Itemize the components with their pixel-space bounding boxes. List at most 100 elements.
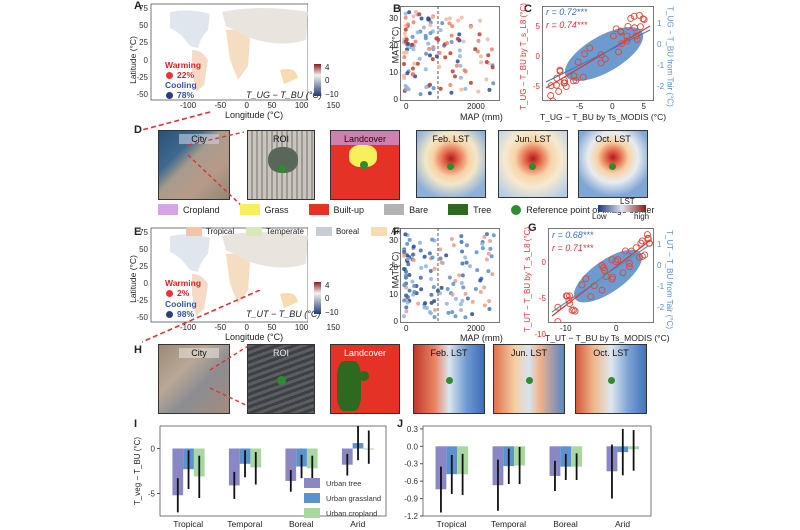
scatter-point: [482, 285, 487, 290]
scatter-point: [630, 12, 638, 20]
scatter-point: [450, 69, 455, 74]
panel-e-label: E: [134, 226, 142, 238]
legend-item: Temperate: [246, 227, 304, 236]
scatter-point: [453, 296, 458, 301]
warming-dot-icon: [166, 290, 173, 297]
scatter-point: [612, 25, 620, 33]
scatter-point: [476, 38, 481, 43]
tick: 5: [535, 22, 540, 31]
panel-a-colorbar: [314, 64, 321, 96]
swatch: [315, 227, 332, 236]
panel-i-chart: 0 -5 Tropical Temporal Boreal Arid T_veg − T_B…: [133, 425, 387, 529]
tick: -25: [136, 296, 148, 305]
scatter-point: [455, 36, 460, 41]
scatter-point: [453, 314, 458, 319]
scatter-point: [547, 92, 555, 99]
scatter-point: [643, 231, 651, 239]
tick: 0: [393, 95, 398, 104]
scatter-point: [598, 286, 606, 294]
scatter-point: [615, 48, 622, 56]
panel-i-label: I: [134, 418, 138, 430]
scatter-point: [627, 247, 635, 255]
panel-d-lst-oct: Oct. LST: [578, 130, 648, 198]
scatter-point: [459, 280, 464, 285]
scatter-point: [423, 36, 428, 41]
panel-d-city-image: City: [158, 130, 230, 200]
scatter-point: [460, 249, 465, 254]
scatter-point: [402, 267, 407, 272]
scatter-point: [482, 234, 487, 239]
scatter-point: [553, 81, 560, 89]
panel-b-yticks: 30 20 10 0: [388, 5, 398, 113]
scatter-point: [438, 247, 443, 252]
bar: [172, 448, 184, 496]
scatter-point: [407, 273, 412, 278]
panel-d-label: D: [134, 124, 142, 136]
panel-a-xlabel: Longitude (°C): [225, 110, 284, 120]
scatter-point: [477, 32, 482, 37]
scatter-point: [418, 92, 423, 97]
tick: 100: [294, 101, 309, 110]
scatter-point: [646, 239, 654, 247]
panel-e-cooling-pct: 98%: [177, 309, 195, 319]
legend-label: Reference point of image center: [526, 204, 655, 215]
scatter-point: [462, 68, 467, 73]
legend-label: Boreal: [335, 227, 360, 236]
panel-e-warming-pct: 2%: [177, 288, 190, 298]
scatter-point: [429, 300, 434, 305]
scatter-point: [459, 15, 464, 20]
panel-a-cooling-pct: 78%: [177, 90, 195, 100]
scatter-point: [418, 248, 423, 253]
scatter-point: [468, 80, 473, 85]
scatter-point: [402, 253, 407, 258]
scatter-point: [475, 49, 480, 54]
x-tick-label: Arid: [615, 519, 630, 529]
tick: -1: [657, 282, 665, 291]
tick: 50: [139, 21, 148, 30]
scatter-point: [448, 16, 453, 21]
panel-d-lst-feb: Feb. LST: [416, 130, 486, 198]
panel-c-r-red: r = 0.74***: [546, 20, 588, 30]
landcover-caption: Landcover: [343, 134, 387, 144]
scatter-point: [438, 86, 443, 91]
scatter-point: [407, 10, 412, 15]
lst-legend-title: LST: [620, 197, 635, 206]
panel-a-map: 75 50 25 0 -25 -50 Latitude (°C): [130, 3, 308, 101]
panel-a-warming-pct: 22%: [177, 70, 195, 80]
legend-label: Temperate: [266, 227, 304, 236]
scatter-point: [635, 11, 643, 19]
scatter-point: [579, 73, 587, 81]
panel-f-scatter: [400, 228, 500, 323]
legend-label: Urban cropland: [326, 509, 377, 518]
scatter-point: [484, 60, 489, 65]
panel-a-warming-label: Warming: [165, 60, 202, 70]
swatch: [246, 227, 263, 236]
scatter-point: [554, 303, 562, 311]
scatter-point: [417, 56, 422, 61]
panel-h-label: H: [134, 344, 142, 356]
scatter-point: [617, 27, 625, 35]
scatter-point: [623, 37, 631, 45]
scatter-point: [427, 91, 432, 96]
scatter-point: [405, 71, 410, 76]
panel-h-roi-image: ROI: [247, 344, 315, 414]
lst-colorbar: [598, 205, 646, 212]
tick: 0: [610, 102, 615, 111]
tick: 0: [657, 261, 662, 270]
scatter-point: [437, 64, 442, 69]
scatter-point: [454, 63, 459, 68]
scatter-point: [478, 18, 483, 23]
panel-f-label: F: [393, 226, 400, 238]
tick: -50: [214, 101, 227, 110]
scatter-point: [547, 82, 555, 90]
colorbar-tick: 4: [325, 281, 330, 290]
scatter-point: [428, 31, 433, 36]
scatter-point: [443, 55, 448, 60]
panel-e-cooling-label: Cooling: [165, 299, 197, 309]
swatch: [371, 227, 388, 236]
reference-point-icon: [360, 161, 368, 169]
scatter-point: [437, 50, 442, 55]
scatter-point: [419, 16, 424, 21]
scatter-point: [639, 15, 647, 23]
scatter-point: [632, 32, 640, 40]
